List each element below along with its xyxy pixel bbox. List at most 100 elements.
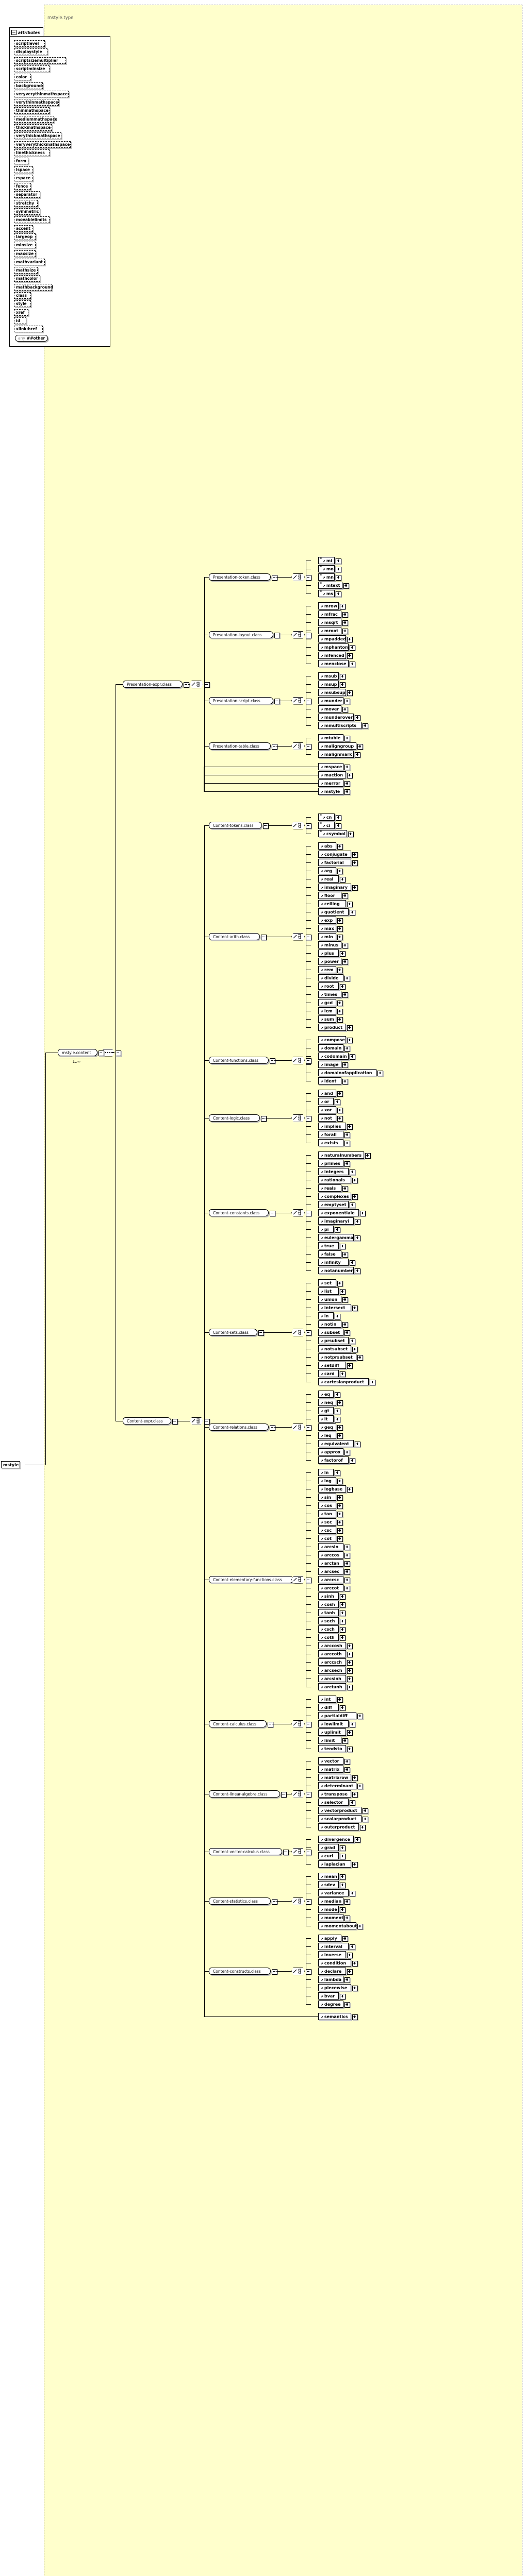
element-notprsubset[interactable]: ↗notprsubset: [318, 1353, 356, 1361]
attribute-mathvariant[interactable]: mathvariant: [14, 259, 45, 265]
collapse-icon[interactable]: [270, 1425, 275, 1431]
element-sin[interactable]: ↗sin: [318, 1494, 336, 1501]
element-inverse[interactable]: ↗inverse: [318, 1951, 346, 1958]
element-msqrt[interactable]: ↗msqrt: [318, 619, 341, 626]
attribute-class[interactable]: class: [14, 292, 31, 299]
element-uplimit[interactable]: ↗uplimit: [318, 1728, 346, 1736]
expand-icon[interactable]: [342, 1186, 348, 1192]
element-sum[interactable]: ↗sum: [318, 1015, 336, 1023]
expand-icon[interactable]: [350, 910, 355, 916]
element-exists[interactable]: ↗exists: [318, 1139, 343, 1146]
expand-icon[interactable]: [350, 1458, 355, 1464]
expand-icon[interactable]: [337, 869, 343, 874]
expand-icon[interactable]: [342, 959, 348, 965]
expand-icon[interactable]: [347, 653, 353, 659]
attribute-verythinmathspace[interactable]: verythinmathspace: [14, 99, 59, 106]
element-mpadded[interactable]: ↗mpadded: [318, 635, 346, 642]
element-diff[interactable]: ↗diff: [318, 1704, 339, 1711]
attribute-background[interactable]: background: [14, 82, 43, 89]
element-cn[interactable]: ≡↗cn: [318, 814, 335, 821]
expand-icon[interactable]: [335, 1470, 340, 1476]
collapse-icon[interactable]: [270, 1211, 275, 1216]
element-minus[interactable]: ↗minus: [318, 941, 341, 948]
element-reals[interactable]: ↗reals: [318, 1184, 341, 1192]
collapse-icon[interactable]: [11, 30, 17, 35]
attribute-mathsize[interactable]: mathsize: [14, 267, 38, 274]
expand-icon[interactable]: [337, 1520, 343, 1526]
element-sinh[interactable]: ↗sinh: [318, 1592, 339, 1600]
expand-icon[interactable]: [344, 1141, 350, 1146]
attribute-accent[interactable]: accent: [14, 225, 33, 232]
element-quotient[interactable]: ↗quotient: [318, 908, 349, 916]
expand-icon[interactable]: [344, 1977, 350, 1983]
collapse-icon[interactable]: [172, 1419, 178, 1425]
expand-icon[interactable]: [347, 1643, 353, 1649]
element-cartesianproduct[interactable]: ↗cartesianproduct: [318, 1378, 369, 1385]
expand-icon[interactable]: [337, 1479, 343, 1484]
expand-icon[interactable]: [350, 1800, 355, 1806]
attribute-scriptlevel[interactable]: scriptlevel: [14, 40, 45, 47]
expand-icon[interactable]: [344, 1586, 350, 1591]
expand-icon[interactable]: [344, 1132, 350, 1138]
collapse-icon[interactable]: [306, 1899, 311, 1905]
collapse-icon[interactable]: [306, 935, 311, 940]
element-partialdiff[interactable]: ↗partialdiff: [318, 1712, 356, 1719]
element-plus[interactable]: ↗plus: [318, 950, 339, 957]
element-mmultiscripts[interactable]: ↗mmultiscripts: [318, 722, 361, 729]
element-mroot[interactable]: ↗mroot: [318, 627, 341, 634]
expand-icon[interactable]: [336, 575, 341, 581]
expand-icon[interactable]: [337, 1512, 343, 1517]
expand-icon[interactable]: [340, 1635, 346, 1641]
element-determinant[interactable]: ↗determinant: [318, 1782, 356, 1789]
expand-icon[interactable]: [365, 1153, 371, 1159]
element-equivalent[interactable]: ↗equivalent: [318, 1440, 354, 1447]
choice-compositor[interactable]: [291, 1790, 305, 1798]
expand-icon[interactable]: [337, 1091, 343, 1097]
element-eq[interactable]: ↗eq: [318, 1391, 334, 1398]
element-emptyset[interactable]: ↗emptyset: [318, 1201, 349, 1208]
element-laplacian[interactable]: ↗laplacian: [318, 1860, 351, 1868]
choice-compositor[interactable]: [291, 742, 305, 750]
element-lambda[interactable]: ↗lambda: [318, 1976, 343, 1983]
element-in[interactable]: ↗in: [318, 1312, 334, 1319]
expand-icon[interactable]: [352, 885, 358, 891]
expand-icon[interactable]: [340, 1627, 346, 1633]
element-rem[interactable]: ↗rem: [318, 966, 336, 973]
expand-icon[interactable]: [352, 1961, 358, 1967]
element-imaginary[interactable]: ↗imaginary: [318, 884, 351, 891]
element-arcsech[interactable]: ↗arcsech: [318, 1667, 346, 1674]
choice-compositor[interactable]: [291, 1576, 305, 1584]
expand-icon[interactable]: [344, 1578, 350, 1583]
expand-icon[interactable]: [355, 752, 360, 758]
element-leq[interactable]: ↗leq: [318, 1432, 336, 1439]
element-mi[interactable]: ≡↗mi: [318, 557, 335, 564]
choice-compositor[interactable]: [291, 631, 305, 639]
expand-icon[interactable]: [350, 1260, 355, 1266]
element-intersect[interactable]: ↗intersect: [318, 1304, 351, 1311]
group-presentation-script-class[interactable]: Presentation-script.class: [209, 697, 273, 704]
element-implies[interactable]: ↗implies: [318, 1123, 346, 1130]
element-bvar[interactable]: ↗bvar: [318, 1992, 339, 1999]
element-complexes[interactable]: ↗complexes: [318, 1193, 351, 1200]
collapse-icon[interactable]: [268, 1722, 273, 1727]
expand-icon[interactable]: [337, 1009, 343, 1014]
expand-icon[interactable]: [343, 583, 349, 589]
element-degree[interactable]: ↗degree: [318, 2001, 343, 2008]
element-divergence[interactable]: ↗divergence: [318, 1836, 354, 1843]
expand-icon[interactable]: [342, 629, 348, 634]
group-content-constructs-class[interactable]: Content-constructs.class: [209, 1968, 271, 1975]
element-arcsin[interactable]: ↗arcsin: [318, 1543, 343, 1550]
element-condition[interactable]: ↗condition: [318, 1959, 351, 1967]
collapse-icon[interactable]: [306, 1425, 311, 1431]
collapse-icon[interactable]: [306, 823, 311, 829]
expand-icon[interactable]: [337, 1697, 343, 1703]
choice-compositor[interactable]: [291, 1209, 305, 1217]
element-declare[interactable]: ↗declare: [318, 1968, 346, 1975]
expand-icon[interactable]: [337, 1017, 343, 1023]
expand-icon[interactable]: [342, 1738, 348, 1744]
element-mean[interactable]: ↗mean: [318, 1873, 339, 1880]
expand-icon[interactable]: [340, 682, 346, 688]
expand-icon[interactable]: [337, 1425, 343, 1431]
expand-icon[interactable]: [337, 1108, 343, 1113]
expand-icon[interactable]: [342, 612, 348, 618]
